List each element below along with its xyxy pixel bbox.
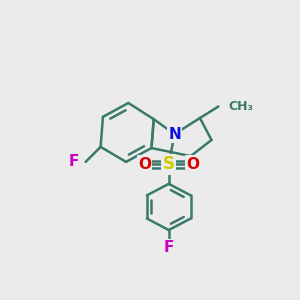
Text: F: F <box>164 240 174 255</box>
Text: O: O <box>186 157 199 172</box>
Text: F: F <box>69 154 79 169</box>
Text: S: S <box>163 155 175 173</box>
Text: N: N <box>168 127 181 142</box>
Text: O: O <box>138 157 151 172</box>
Text: CH₃: CH₃ <box>229 100 254 113</box>
